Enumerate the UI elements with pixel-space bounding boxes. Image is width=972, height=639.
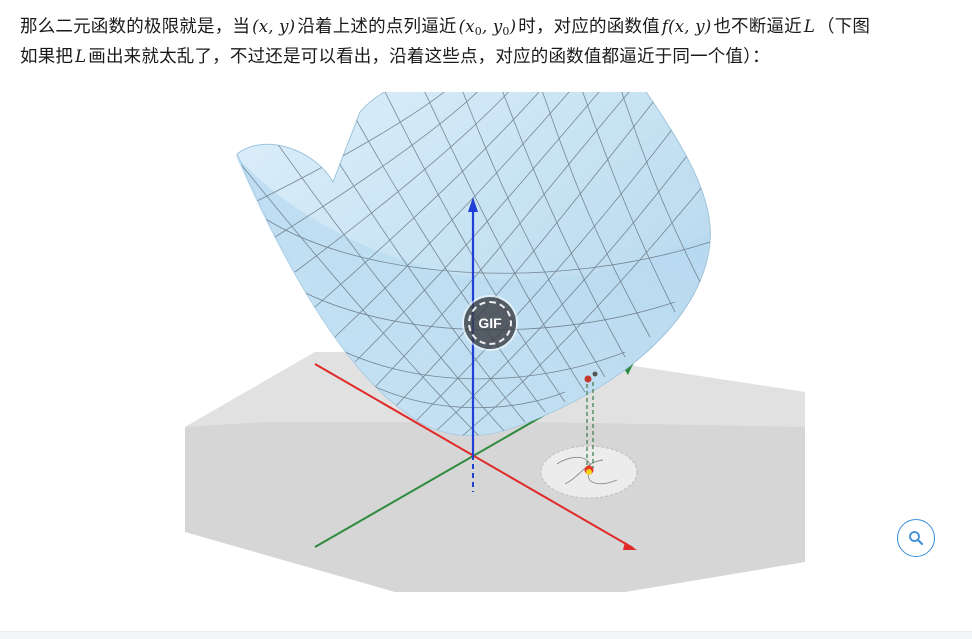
text-segment: （下图 [817, 17, 871, 37]
footer-divider [0, 631, 972, 639]
paraboloid-figure[interactable]: GIF [155, 92, 805, 592]
text-segment: 如果把 [20, 47, 74, 67]
gif-label: GIF [478, 315, 502, 331]
text-segment: 那么二元函数的极限就是，当 [20, 17, 251, 37]
math-x0-y0: (x0, y0) [458, 17, 517, 38]
text-segment: 画出来就太乱了，不过还是可以看出，沿着这些点，对应的函数值都逼近于同一个值）： [88, 47, 770, 67]
gif-play-button[interactable]: GIF [464, 297, 516, 349]
zoom-button[interactable] [897, 519, 935, 557]
text-segment: 沿着上述的点列逼近 [297, 17, 457, 37]
math-L: L [803, 17, 816, 36]
paraboloid-illustration [185, 92, 805, 592]
math-L: L [75, 47, 87, 66]
text-segment: 时，对应的函数值 [518, 17, 660, 37]
text-segment: 也不断逼近 [713, 17, 802, 37]
math-xy: (x, y) [252, 17, 296, 36]
magnifier-icon [909, 531, 923, 545]
article-paragraph: 那么二元函数的极限就是，当 (x, y) 沿着上述的点列逼近 (x0, y0) 时，对应… [20, 12, 955, 72]
math-fxy: f(x, y) [661, 17, 712, 36]
